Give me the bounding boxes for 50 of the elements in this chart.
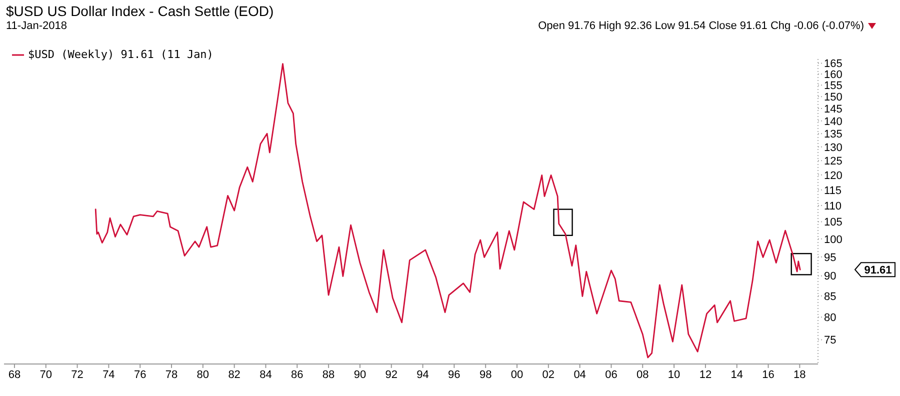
x-tick-label: 94 <box>416 368 429 381</box>
x-tick-label: 02 <box>542 368 555 381</box>
y-tick-label: 90 <box>824 270 836 283</box>
x-tick-label: 12 <box>699 368 712 381</box>
x-tick-label: 18 <box>794 368 806 381</box>
x-tick-label: 08 <box>636 368 649 381</box>
y-tick-label: 100 <box>824 234 842 246</box>
y-tick-label: 115 <box>824 184 842 197</box>
y-tick-label: 145 <box>824 103 842 116</box>
y-tick-label: 130 <box>824 142 842 154</box>
x-tick-label: 96 <box>448 368 460 381</box>
x-tick-label: 78 <box>165 368 178 381</box>
y-tick-label: 95 <box>824 252 836 264</box>
y-tick-label: 150 <box>824 92 842 104</box>
x-tick-label: 06 <box>605 368 618 381</box>
y-tick-label: 135 <box>824 128 842 141</box>
x-tick-label: 90 <box>354 368 366 381</box>
x-tick-label: 98 <box>479 368 492 381</box>
y-tick-label: 120 <box>824 170 842 182</box>
x-tick-label: 88 <box>322 368 335 381</box>
text: Open 91.76 High 92.36 Low 91.54 Close 91.61 Chg -0.06 (-0.07%) <box>538 20 865 32</box>
x-tick-label: 00 <box>510 368 524 381</box>
chart-title: $USD US Dollar Index - Cash Settle (EOD) <box>6 3 274 19</box>
x-tick-label: 86 <box>291 368 304 381</box>
y-tick-label: 160 <box>824 68 842 81</box>
x-tick-label: 72 <box>71 368 84 381</box>
y-tick-label: 155 <box>824 80 842 92</box>
x-tick-label: 14 <box>730 368 743 381</box>
x-tick-label: 92 <box>385 368 398 381</box>
y-tick-label: 85 <box>824 290 836 303</box>
x-tick-label: 04 <box>574 368 586 381</box>
x-tick-label: 70 <box>40 368 52 381</box>
y-tick-label: 165 <box>824 58 842 70</box>
x-tick-label: 76 <box>134 368 146 381</box>
y-tick-label: 80 <box>824 312 836 324</box>
x-tick-label: 68 <box>8 368 21 381</box>
y-tick-label: 110 <box>824 200 842 212</box>
x-tick-label: 74 <box>102 368 115 381</box>
legend-label: $USD (Weekly) 91.61 (11 Jan) <box>28 48 214 61</box>
x-tick-label: 80 <box>196 368 210 381</box>
x-tick-label: 10 <box>668 368 680 381</box>
x-tick-label: 16 <box>762 368 774 381</box>
x-tick-label: 82 <box>228 368 240 381</box>
y-tick-label: 105 <box>824 216 842 229</box>
y-tick-label: 125 <box>824 156 842 168</box>
y-tick-label: 75 <box>824 334 836 347</box>
y-tick-label: 140 <box>824 116 842 128</box>
x-tick-label: 84 <box>260 368 272 381</box>
text: 91.61 <box>864 264 892 277</box>
chart-subtitle: 11-Jan-2018 <box>6 20 67 32</box>
